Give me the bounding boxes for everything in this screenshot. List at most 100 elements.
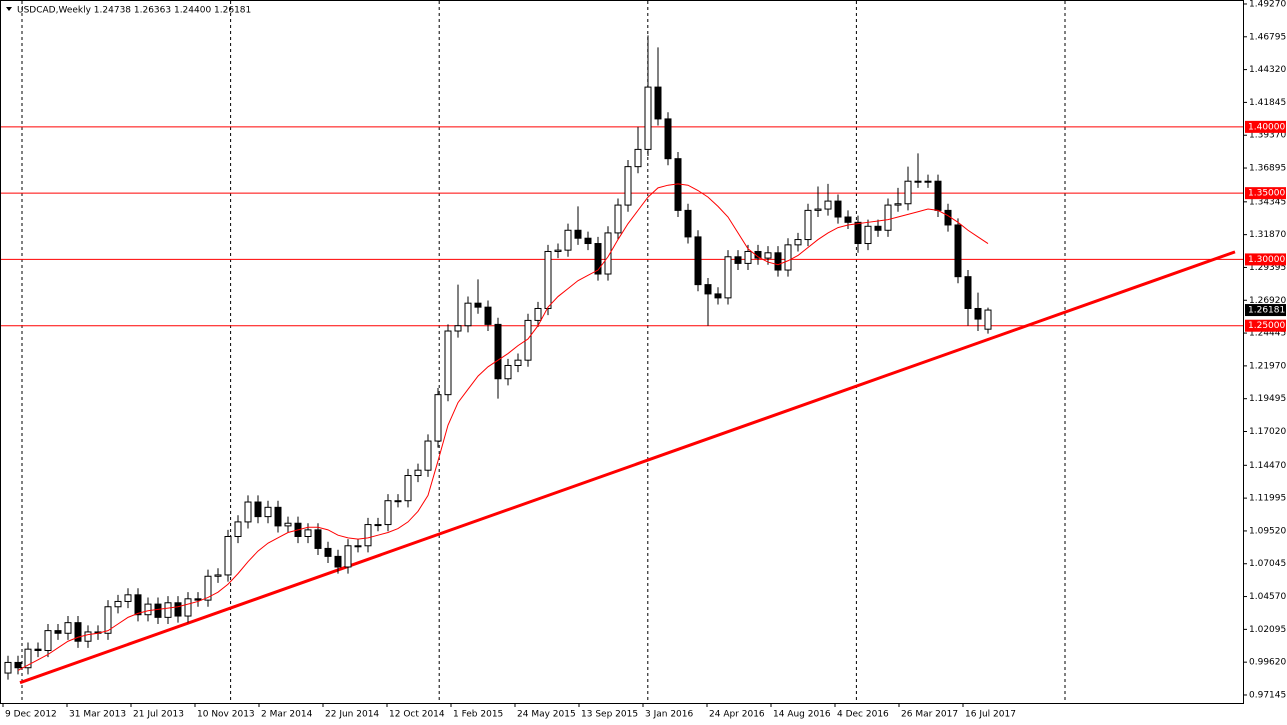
candle-body [484, 306, 492, 325]
candle-body [384, 500, 392, 526]
candle-body [4, 661, 12, 674]
candle-body [414, 469, 422, 477]
candle-body [444, 330, 452, 396]
candle-body [624, 166, 632, 206]
candle-body [74, 622, 82, 642]
trendline [19, 250, 1236, 685]
x-tick-label: 31 Mar 2013 [69, 710, 126, 720]
last-price-box [1245, 304, 1286, 317]
candle-body [834, 200, 842, 218]
candle-body [714, 293, 722, 299]
candle-body [324, 547, 332, 557]
candle-body [614, 204, 622, 234]
level-label: 1.40000 [1248, 122, 1285, 132]
y-tick-label: 1.14470 [1249, 461, 1286, 471]
x-tick-label: 1 Feb 2015 [453, 710, 503, 720]
candle-body [434, 394, 442, 442]
candle-body [144, 603, 152, 616]
chart-title: USDCAD,Weekly 1.24738 1.26363 1.24400 1.… [17, 6, 251, 16]
candle-body [924, 180, 932, 183]
candle-body [844, 216, 852, 223]
candle-body [514, 359, 522, 366]
y-tick-label: 1.44320 [1249, 65, 1286, 75]
level-label-box [1245, 253, 1286, 266]
candle-body [894, 203, 902, 206]
candle-body [404, 475, 412, 502]
candle-body [54, 630, 62, 634]
level-label-box [1245, 319, 1286, 332]
candle-body [44, 630, 52, 652]
candle-body [764, 252, 772, 259]
plot-area [1, 1, 1243, 703]
candle-body [314, 529, 322, 549]
x-tick-label: 13 Sep 2015 [581, 710, 638, 720]
last-price-label: 1.26181 [1248, 306, 1285, 316]
candle-body [554, 249, 562, 252]
y-tick-label: 1.17020 [1249, 427, 1286, 437]
candle-body [974, 307, 982, 320]
y-tick-label: 1.26920 [1249, 296, 1286, 306]
candle-body [584, 237, 592, 245]
candle-body [364, 524, 372, 547]
x-tick-label: 3 Jan 2016 [645, 710, 693, 720]
y-tick-label: 1.39370 [1249, 131, 1286, 141]
y-tick-label: 1.41845 [1249, 98, 1286, 108]
candle-body [124, 594, 132, 602]
candle-body [734, 256, 742, 264]
y-tick-label: 0.99620 [1249, 658, 1286, 668]
candle-body [594, 243, 602, 275]
candle-body [224, 535, 232, 576]
x-tick-label: 10 Nov 2013 [197, 710, 255, 720]
candle-body [84, 631, 92, 642]
level-label: 1.25000 [1248, 321, 1285, 331]
candle-body [904, 180, 912, 205]
y-tick-label: 1.19495 [1249, 394, 1286, 404]
candle-body [394, 500, 402, 503]
y-tick-label: 1.21970 [1249, 361, 1286, 371]
x-tick-label: 21 Jul 2013 [133, 710, 184, 720]
candle-body [274, 506, 282, 527]
x-tick-label: 22 Jun 2014 [325, 710, 379, 720]
candle-body [24, 648, 32, 669]
candle-body [804, 209, 812, 241]
level-label: 1.35000 [1248, 189, 1285, 199]
candle-body [814, 208, 822, 211]
candle-body [504, 364, 512, 380]
candle-body [914, 180, 922, 183]
y-tick-label: 1.07045 [1249, 559, 1286, 569]
candle-body [984, 309, 992, 330]
x-tick-label: 16 Jul 2017 [965, 710, 1016, 720]
candle-body [824, 200, 832, 210]
candle-body [424, 440, 432, 471]
candle-body [14, 661, 22, 669]
candle-body [724, 256, 732, 299]
candle-body [214, 574, 222, 577]
candle-body [744, 250, 752, 264]
y-tick-label: 1.29395 [1249, 263, 1286, 273]
y-tick-label: 1.36895 [1249, 164, 1286, 174]
candle-body [934, 180, 942, 211]
y-tick-label: 0.97145 [1249, 690, 1286, 700]
candle-body [534, 307, 542, 321]
candle-body [494, 323, 502, 380]
candle-body [64, 622, 72, 634]
candle-body [354, 545, 362, 548]
y-tick-label: 1.31870 [1249, 230, 1286, 240]
candle-body [474, 302, 482, 308]
candle-body [864, 225, 872, 245]
candle-body [454, 325, 462, 332]
candle-body [964, 276, 972, 309]
plot-border [0, 0, 1244, 704]
x-tick-label: 24 Apr 2016 [709, 710, 765, 720]
candle-body [954, 224, 962, 278]
candle-body [34, 648, 42, 652]
level-label-box [1245, 120, 1286, 133]
y-tick-label: 1.11995 [1249, 494, 1286, 504]
candle-body [704, 284, 712, 295]
candle-body [344, 545, 352, 568]
y-tick-label: 1.02095 [1249, 625, 1286, 635]
candle-body [194, 598, 202, 601]
moving-average [17, 183, 989, 671]
candle-body [794, 239, 802, 246]
